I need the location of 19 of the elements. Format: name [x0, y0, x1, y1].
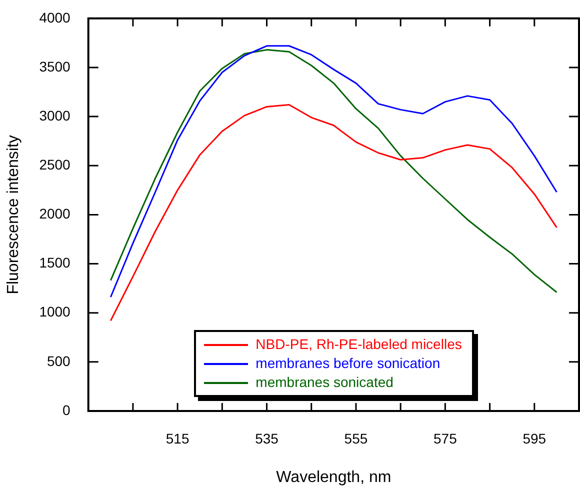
legend-label: membranes before sonication [256, 354, 440, 373]
x-tick-label: 515 [166, 430, 190, 446]
y-tick-label: 4000 [39, 9, 71, 26]
y-tick-label: 3500 [39, 58, 71, 74]
y-tick-label: 1500 [39, 254, 71, 271]
legend-label: membranes sonicated [256, 373, 394, 392]
x-axis-title: Wavelength, nm [276, 468, 392, 486]
x-tick-label: 535 [255, 430, 279, 446]
y-tick-label: 500 [46, 352, 71, 369]
y-tick-label: 1000 [39, 304, 71, 320]
y-tick-label: 3000 [39, 107, 71, 124]
legend-label: NBD-PE, Rh-PE-labeled micelles [256, 335, 462, 354]
x-tick-label: 595 [522, 430, 546, 446]
y-tick-label: 2500 [39, 156, 71, 172]
y-tick-label: 2000 [39, 206, 71, 222]
x-tick-label: 575 [434, 430, 458, 446]
y-tick-label: 0 [62, 402, 71, 418]
y-axis-title: Fluorescence intensity [5, 135, 22, 294]
x-tick-label: 555 [344, 430, 368, 446]
